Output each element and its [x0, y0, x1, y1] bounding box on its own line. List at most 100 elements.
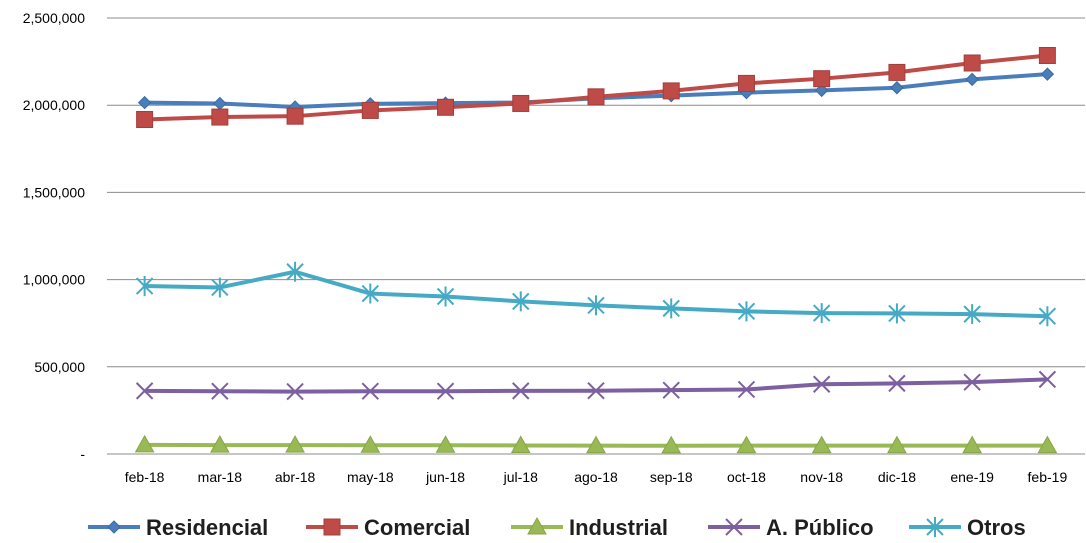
data-point — [435, 435, 456, 453]
data-point — [360, 435, 381, 453]
data-point — [736, 435, 757, 454]
data-point — [587, 295, 605, 316]
data-point — [1040, 67, 1055, 81]
data-point — [286, 107, 304, 125]
data-point — [888, 303, 906, 324]
data-point — [737, 74, 755, 92]
x-tick-label: sep-18 — [650, 469, 693, 485]
data-point — [586, 435, 606, 454]
data-point — [963, 373, 981, 391]
data-point — [512, 94, 530, 112]
data-point — [361, 283, 380, 304]
x-tick-label: feb-19 — [1028, 469, 1068, 485]
legend-label: Residencial — [146, 515, 268, 540]
x-tick-label: jun-18 — [425, 469, 465, 485]
data-point — [813, 70, 831, 88]
x-tick-label: ene-19 — [950, 469, 994, 485]
data-point — [963, 304, 981, 325]
data-point — [887, 435, 907, 454]
data-point — [286, 261, 304, 282]
data-point — [811, 435, 832, 454]
data-point — [137, 95, 152, 110]
data-point — [512, 382, 530, 400]
data-point — [512, 291, 530, 312]
data-point — [361, 101, 379, 119]
data-point — [437, 98, 455, 116]
data-point — [812, 375, 831, 393]
y-tick-label: 2,500,000 — [23, 10, 85, 26]
data-point — [662, 82, 680, 100]
data-point — [211, 277, 229, 298]
y-tick-label: 2,000,000 — [23, 97, 85, 113]
data-point — [1038, 370, 1057, 389]
data-point — [213, 96, 227, 111]
x-tick-label: jul-18 — [503, 469, 538, 485]
series-lines — [134, 46, 1058, 454]
legend-label: Industrial — [569, 515, 668, 540]
x-tick-label: mar-18 — [198, 469, 243, 485]
x-tick-label: feb-18 — [125, 469, 165, 485]
legend-label: Otros — [967, 515, 1026, 540]
x-tick-label: may-18 — [347, 469, 394, 485]
legend: Residencial Comercial Industrial A. Público… — [88, 515, 1026, 540]
x-tick-label: ago-18 — [574, 469, 618, 485]
y-tick-label: 1,500,000 — [23, 184, 85, 200]
data-point — [888, 374, 906, 393]
data-point — [890, 81, 904, 95]
data-point — [135, 382, 154, 400]
data-point — [136, 111, 154, 129]
data-point — [436, 382, 455, 400]
y-tick-label: 500,000 — [34, 359, 85, 375]
data-point — [963, 54, 981, 72]
data-point — [510, 435, 531, 453]
x-tick-label: abr-18 — [275, 469, 316, 485]
legend-marker — [107, 520, 121, 534]
data-point — [211, 382, 229, 400]
legend-marker — [527, 516, 547, 535]
data-point — [888, 63, 906, 81]
data-point — [134, 434, 155, 453]
legend-item: Industrial — [511, 515, 668, 540]
data-point — [361, 382, 380, 400]
legend-item: Comercial — [306, 515, 470, 540]
data-point — [211, 108, 229, 126]
data-point — [135, 276, 154, 297]
legend-item: A. Público — [708, 515, 874, 540]
legend-label: Comercial — [364, 515, 470, 540]
series-industrial — [134, 434, 1058, 454]
data-point — [814, 83, 829, 98]
series-otros — [135, 261, 1057, 327]
data-point — [587, 381, 605, 400]
data-point — [1037, 435, 1058, 454]
x-axis-tick-labels: feb-18 mar-18 abr-18 may-18 jun-18 jul-18 ago-… — [125, 469, 1068, 485]
data-point — [436, 286, 455, 307]
legend-label: A. Público — [766, 515, 874, 540]
data-point — [965, 72, 979, 87]
x-tick-label: oct-18 — [727, 469, 766, 485]
x-tick-label: dic-18 — [878, 469, 916, 485]
legend-item: Residencial — [88, 515, 268, 540]
data-point — [812, 303, 831, 324]
data-point — [662, 381, 680, 399]
data-point — [1038, 306, 1057, 327]
data-point — [737, 380, 756, 399]
data-point — [661, 435, 682, 454]
x-tick-label: nov-18 — [800, 469, 843, 485]
data-point — [209, 435, 230, 453]
legend-item: Otros — [909, 515, 1026, 540]
y-axis-tick-labels: - 500,000 1,000,000 1,500,000 2,000,000 2,500… — [23, 10, 86, 462]
series-a-p-blico — [135, 370, 1057, 401]
data-point — [587, 88, 605, 106]
y-tick-label: 1,000,000 — [23, 272, 85, 288]
series-comercial — [136, 46, 1056, 129]
data-point — [662, 298, 680, 319]
data-point — [962, 435, 983, 454]
data-point — [286, 382, 304, 401]
data-point — [737, 301, 756, 322]
data-point — [285, 435, 305, 453]
legend-marker — [323, 518, 341, 536]
legend-marker — [725, 518, 743, 536]
legend-marker — [926, 517, 944, 537]
y-tick-label: - — [80, 446, 85, 462]
